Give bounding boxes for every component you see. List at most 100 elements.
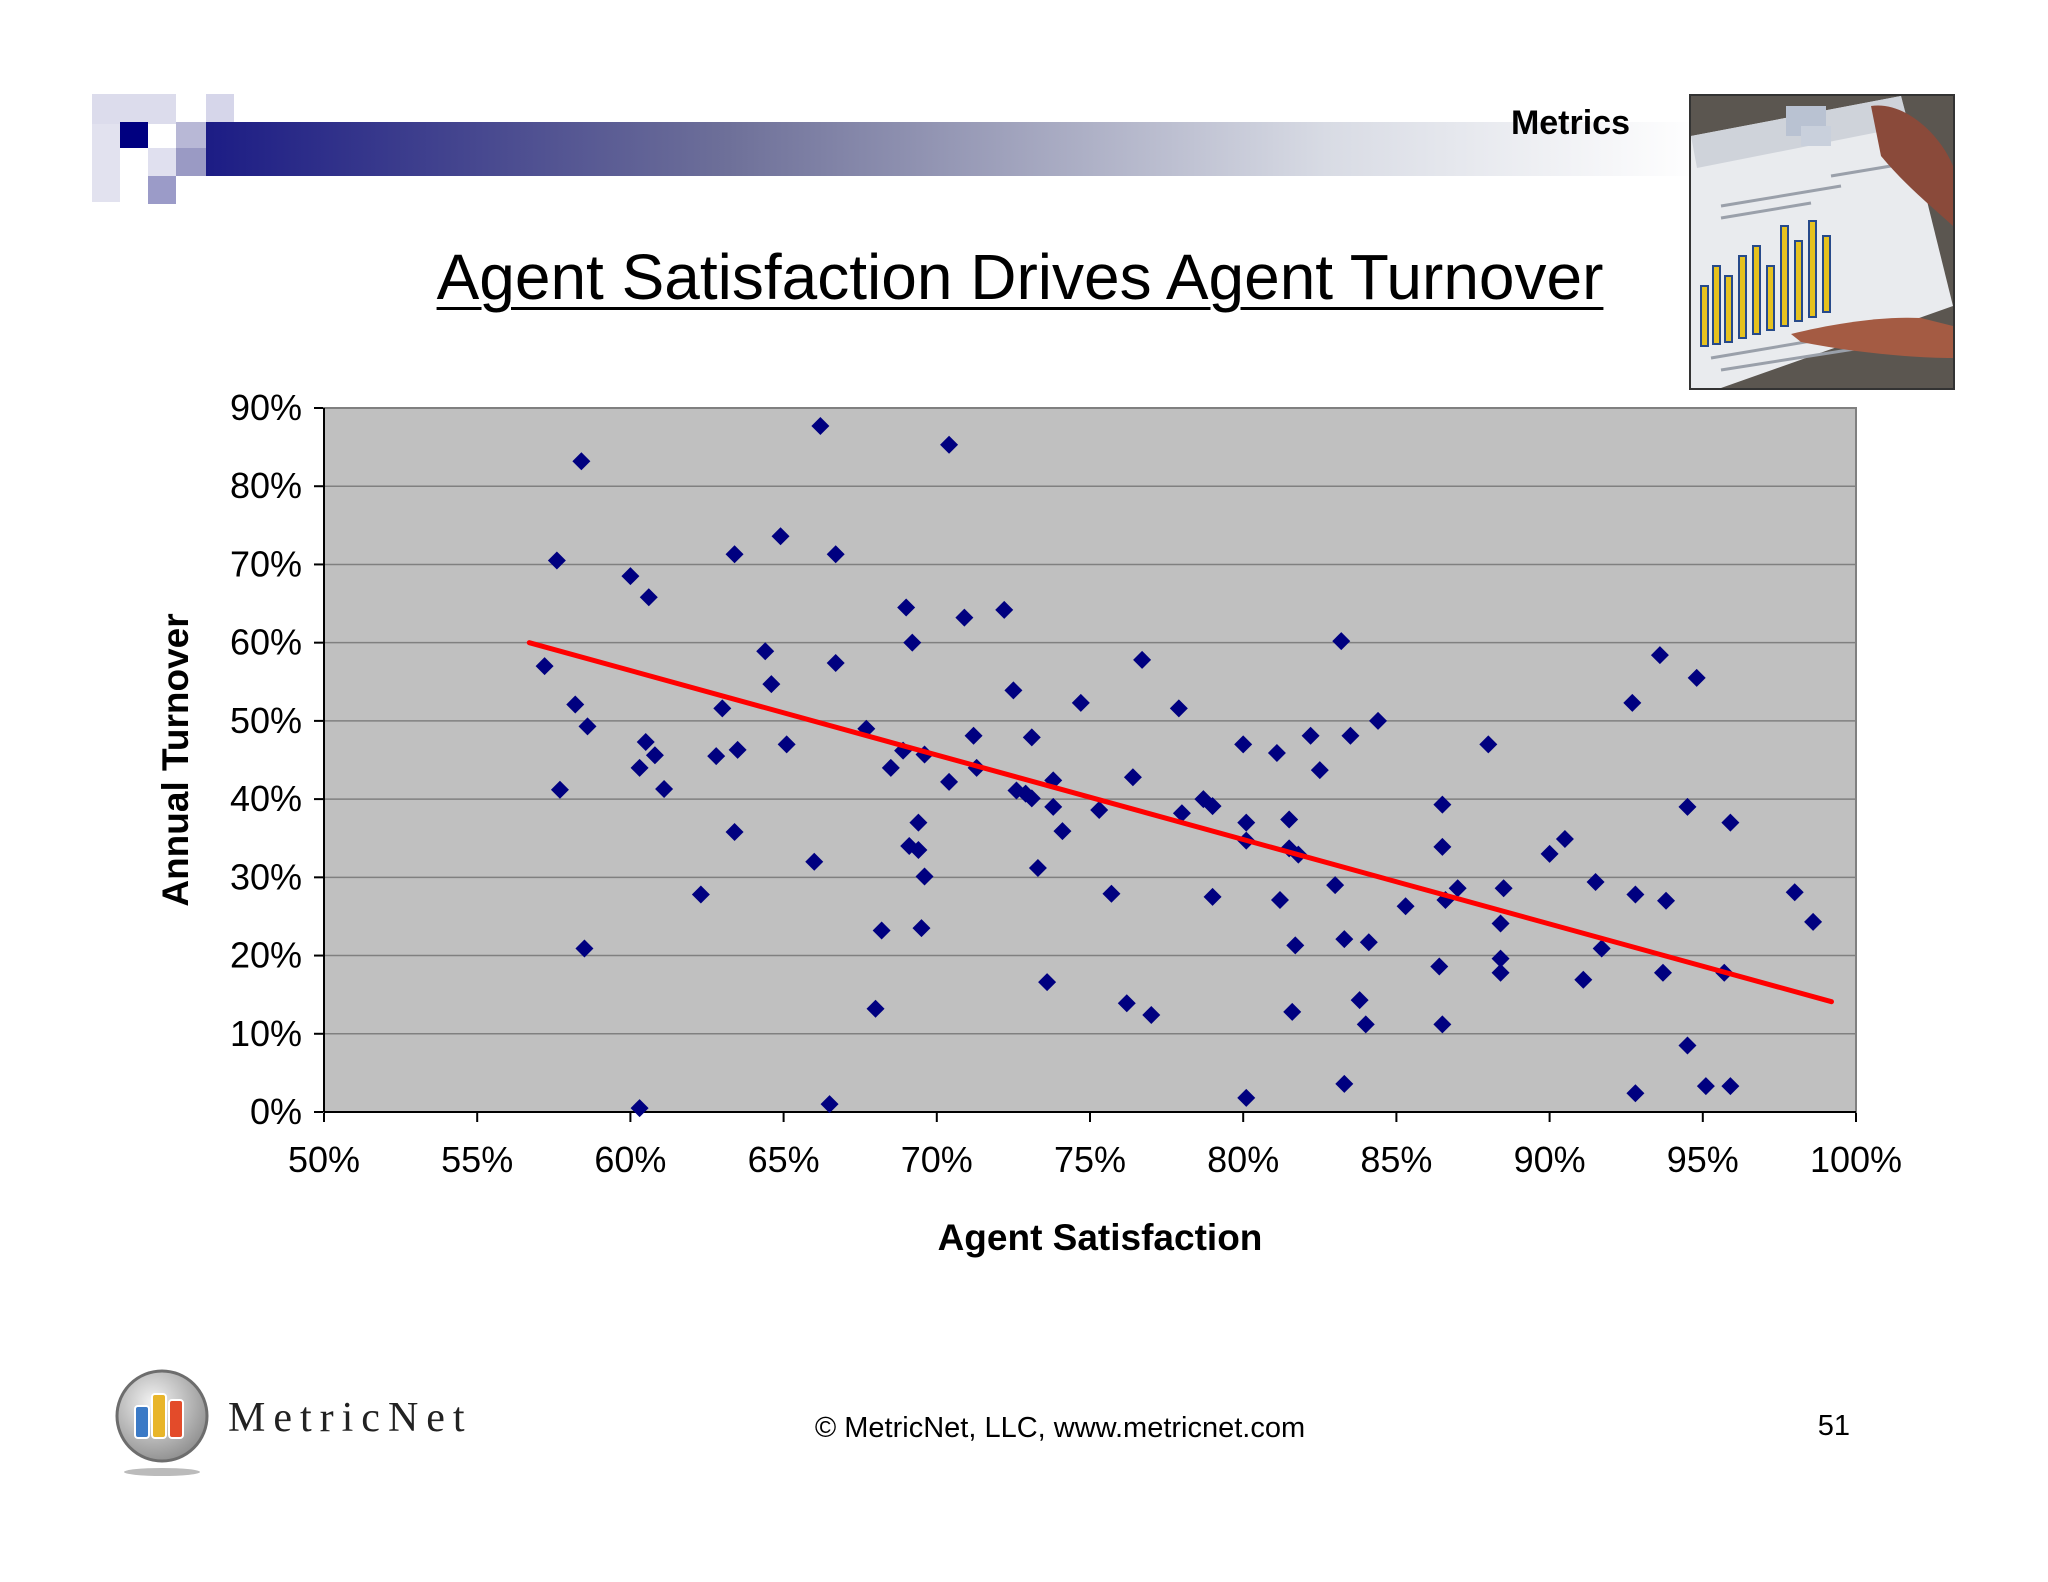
data-point: [630, 758, 649, 777]
data-point: [630, 1099, 649, 1118]
data-point: [940, 435, 959, 454]
data-point: [713, 699, 732, 718]
x-tick-label: 70%: [901, 1139, 973, 1180]
data-point: [872, 921, 891, 940]
y-tick-label: 0%: [250, 1091, 302, 1132]
data-point: [811, 416, 830, 435]
data-point: [1430, 957, 1449, 976]
data-point: [912, 919, 931, 938]
data-point: [1804, 912, 1823, 931]
data-point: [1038, 973, 1057, 992]
y-tick-label: 20%: [230, 935, 302, 976]
data-point: [1555, 830, 1574, 849]
x-tick-label: 100%: [1810, 1139, 1902, 1180]
data-point: [1721, 813, 1740, 832]
data-point: [1335, 930, 1354, 949]
data-point: [1650, 646, 1669, 665]
data-point: [725, 545, 744, 564]
data-point: [756, 642, 775, 661]
y-tick-label: 80%: [230, 465, 302, 506]
data-point: [1102, 884, 1121, 903]
data-point: [1169, 699, 1188, 718]
data-point: [1626, 1084, 1645, 1103]
footer-copyright: © MetricNet, LLC, www.metricnet.com: [814, 1412, 1306, 1444]
data-point: [535, 657, 554, 676]
data-point: [1341, 726, 1360, 745]
x-tick-label: 85%: [1360, 1139, 1432, 1180]
data-point: [762, 675, 781, 694]
data-point: [1332, 632, 1351, 651]
data-point: [777, 735, 796, 754]
y-tick-label: 50%: [230, 700, 302, 741]
x-tick-label: 60%: [594, 1139, 666, 1180]
data-point: [1687, 668, 1706, 687]
data-point: [1286, 936, 1305, 955]
data-point: [964, 726, 983, 745]
data-point: [1203, 797, 1222, 816]
data-point: [909, 813, 928, 832]
data-point: [1172, 804, 1191, 823]
x-axis-title: Agent Satisfaction: [938, 1217, 1263, 1258]
data-point: [725, 822, 744, 841]
data-point: [1433, 795, 1452, 814]
data-point: [881, 758, 900, 777]
data-point: [1028, 858, 1047, 877]
data-point: [1448, 879, 1467, 898]
data-point: [1626, 885, 1645, 904]
data-point: [1090, 801, 1109, 820]
data-point: [1491, 949, 1510, 968]
data-point: [1053, 822, 1072, 841]
y-tick-label: 10%: [230, 1013, 302, 1054]
data-point: [1494, 879, 1513, 898]
data-point: [1270, 891, 1289, 910]
slide-title: Agent Satisfaction Drives Agent Turnover: [436, 241, 1604, 313]
data-point: [707, 747, 726, 766]
x-tick-label: 65%: [748, 1139, 820, 1180]
data-point: [1044, 797, 1063, 816]
data-point: [1280, 810, 1299, 829]
data-point: [1491, 914, 1510, 933]
data-point: [955, 608, 974, 627]
data-point: [547, 551, 566, 570]
data-point: [691, 885, 710, 904]
data-point: [1479, 735, 1498, 754]
data-point: [1433, 837, 1452, 856]
data-point: [805, 852, 824, 871]
data-point: [1071, 693, 1090, 712]
data-point: [575, 939, 594, 958]
y-tick-label: 70%: [230, 543, 302, 584]
data-point: [1657, 891, 1676, 910]
data-point: [903, 633, 922, 652]
report-photo: [1689, 94, 1955, 390]
data-point: [1234, 735, 1253, 754]
y-tick-label: 30%: [230, 856, 302, 897]
data-point: [1142, 1006, 1161, 1025]
y-tick-label: 60%: [230, 622, 302, 663]
data-point: [1678, 1036, 1697, 1055]
data-point: [1540, 844, 1559, 863]
logo-text: MetricNet: [228, 1395, 473, 1441]
page-number: 51: [1817, 1410, 1850, 1442]
data-point: [1133, 650, 1152, 669]
data-point: [1491, 963, 1510, 982]
scatter-chart: 0% 10% 20% 30% 40% 50% 60% 70% 80% 90% 50% 55% 60% 65…: [155, 387, 1902, 1258]
data-point: [771, 527, 790, 546]
data-point: [1785, 883, 1804, 902]
data-point: [1283, 1002, 1302, 1021]
data-point: [1237, 1088, 1256, 1107]
data-point: [550, 780, 569, 799]
data-point: [826, 545, 845, 564]
y-tick-label: 90%: [230, 387, 302, 428]
data-point: [1310, 761, 1329, 780]
data-point: [866, 999, 885, 1018]
x-tick-label: 50%: [288, 1139, 360, 1180]
data-point: [826, 654, 845, 673]
data-point: [1267, 743, 1286, 762]
data-point: [1301, 726, 1320, 745]
data-point: [1586, 873, 1605, 892]
y-axis-title: Annual Turnover: [155, 613, 196, 906]
data-point: [1022, 789, 1041, 808]
data-point: [1335, 1074, 1354, 1093]
data-point: [820, 1095, 839, 1114]
data-point: [1326, 876, 1345, 895]
